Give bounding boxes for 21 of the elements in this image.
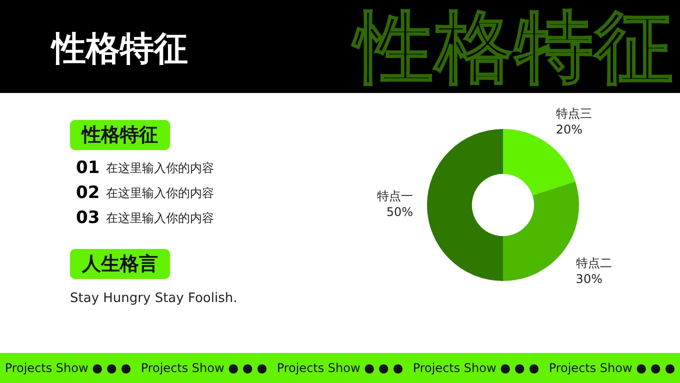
text: 在这里输入你的内容 [106, 184, 214, 202]
text: 性格特征 [70, 120, 170, 150]
text: 人生格言 [70, 249, 170, 279]
text: 03 [76, 208, 101, 228]
text: 在这里输入你的内容 [106, 210, 214, 226]
data-label: 20% [556, 122, 583, 136]
text: 在这里输入你的内容 [106, 160, 214, 176]
chart-title: 性格特征 [52, 28, 188, 71]
text: 01 [76, 158, 101, 178]
text: Projects Show ● ● ● [4, 361, 132, 375]
slice-label: 特点一 [377, 189, 413, 204]
text: Projects Show ● ● ● [548, 361, 676, 375]
text: Projects Show ● ● ● [140, 361, 268, 375]
slice-label: 特点二 [576, 256, 612, 270]
text: 02 [76, 183, 101, 203]
data-label: 50% [386, 205, 413, 220]
text: Projects Show ● ● ● [412, 361, 540, 375]
text: Stay Hungry Stay Foolish. [70, 291, 238, 306]
data-label: 30% [576, 272, 602, 286]
slice-label: 特点三 [556, 106, 592, 120]
text: Projects Show ● ● ● [276, 361, 404, 375]
